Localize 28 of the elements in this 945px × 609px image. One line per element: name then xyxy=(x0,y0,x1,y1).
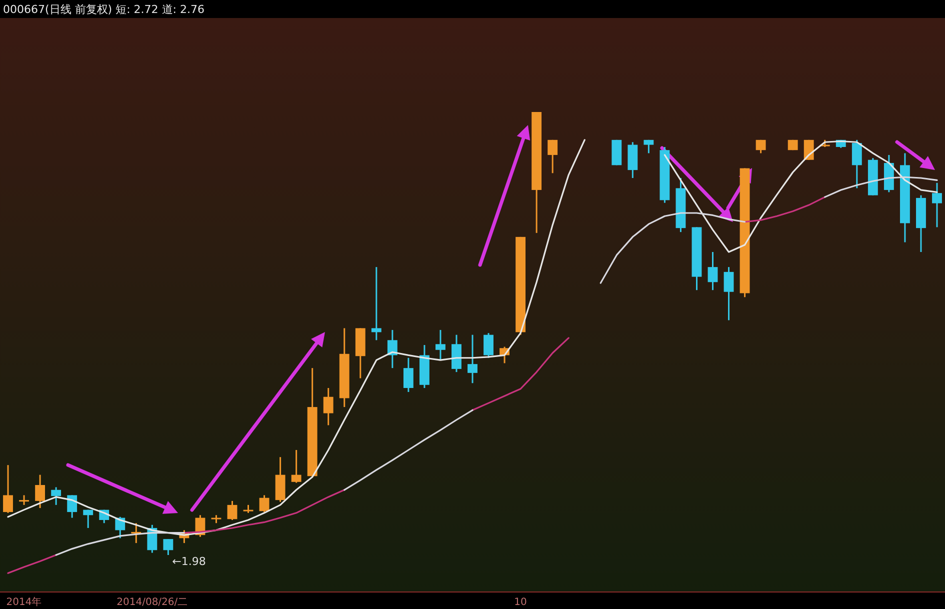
candlestick xyxy=(644,139,654,154)
candlestick xyxy=(932,182,942,228)
candlestick xyxy=(371,266,382,341)
candlestick xyxy=(259,494,270,513)
candlestick xyxy=(403,357,414,393)
candlestick xyxy=(67,494,78,519)
candlestick xyxy=(468,334,478,384)
candlestick xyxy=(548,139,558,174)
candlestick xyxy=(19,494,29,506)
candlestick xyxy=(3,464,13,514)
chart-title: 000667(日线 前复权) 短: 2.72 道: 2.76 xyxy=(3,3,204,16)
candlestick xyxy=(35,474,46,509)
candlestick xyxy=(484,332,494,359)
candlestick xyxy=(51,486,62,506)
candlestick xyxy=(724,266,734,321)
candlestick xyxy=(323,387,334,426)
candlestick xyxy=(291,449,302,484)
candlestick xyxy=(163,538,174,556)
candlestick xyxy=(83,509,94,529)
candlestick xyxy=(756,139,766,154)
candlestick xyxy=(227,500,238,521)
x-tick-label: 10 xyxy=(514,597,527,608)
x-tick-label: 2014/08/26/二 xyxy=(116,597,188,608)
candlestick xyxy=(852,139,862,189)
candlestick xyxy=(708,251,718,291)
annotation: ←1.98 xyxy=(172,555,206,568)
candlestick xyxy=(436,329,446,361)
x-tick-label: 2014年 xyxy=(6,596,42,608)
